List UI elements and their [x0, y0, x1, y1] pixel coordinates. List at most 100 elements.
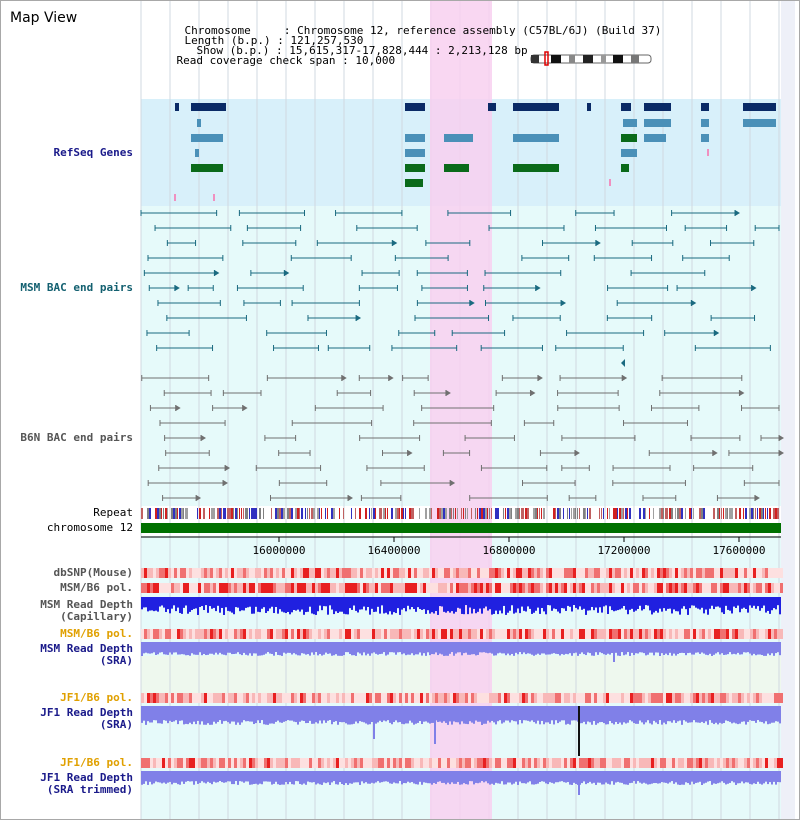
jf1-b6-pol-trimmed-strip	[594, 758, 597, 768]
msm-capillary-depth-bar	[497, 597, 499, 615]
msm-b6-pol-sra-strip	[747, 629, 750, 639]
dbsnp-strip	[468, 568, 471, 578]
track-label-jf1-b6-pol-trimmed[interactable]: JF1/B6 pol.	[60, 756, 133, 769]
jf1-trimmed-depth-bar	[523, 771, 525, 784]
jf1-sra-depth-bar	[253, 706, 255, 725]
msm-b6-pol-sra-strip	[312, 629, 315, 639]
msm-b6-pol-sra-strip	[585, 629, 588, 639]
track-label-refseq[interactable]: RefSeq Genes	[53, 146, 133, 159]
msm-capillary-depth-bar	[761, 597, 763, 609]
repeat-element	[333, 508, 335, 519]
msm-b6-pol-strip	[411, 583, 414, 593]
dbsnp-strip	[303, 568, 306, 578]
track-label-msm-b6-pol-capillary[interactable]: MSM/B6 pol.	[60, 581, 133, 594]
jf1-trimmed-depth-bar	[301, 771, 303, 785]
msm-capillary-depth-bar	[643, 597, 645, 610]
track-label-msm-b6-pol-sra[interactable]: MSM/B6 pol.	[60, 627, 133, 640]
repeat-element	[753, 508, 754, 519]
jf1-sra-depth-bar	[191, 706, 193, 725]
track-label-repeat[interactable]: Repeat	[93, 506, 133, 519]
msm-b6-pol-sra-strip	[486, 629, 489, 639]
msm-b6-pol-strip	[438, 583, 441, 593]
track-label-msm-bac[interactable]: MSM BAC end pairs	[20, 281, 133, 294]
jf1-b6-pol-strip	[609, 693, 612, 703]
jf1-b6-pol-strip	[210, 693, 213, 703]
jf1-trimmed-depth-bar	[629, 771, 631, 784]
msm-capillary-depth-bar	[609, 597, 611, 607]
jf1-trimmed-depth-bar	[441, 771, 443, 783]
jf1-b6-pol-trimmed-strip	[612, 758, 615, 768]
jf1-b6-pol-trimmed-strip	[735, 758, 738, 768]
jf1-b6-pol-trimmed-strip	[192, 758, 195, 768]
jf1-b6-pol-trimmed-strip	[375, 758, 378, 768]
repeat-element	[727, 508, 728, 519]
jf1-trimmed-depth-bar	[343, 771, 345, 785]
msm-sra-depth-bar	[689, 642, 691, 653]
msm-b6-pol-strip	[357, 583, 360, 593]
repeat-element	[431, 508, 432, 519]
repeat-element	[761, 508, 763, 519]
jf1-sra-depth-bar	[693, 706, 695, 721]
repeat-element	[371, 508, 372, 519]
repeat-element	[397, 508, 399, 519]
msm-sra-depth-bar	[369, 642, 371, 656]
jf1-trimmed-depth-bar	[729, 771, 731, 783]
msm-sra-depth-bar	[677, 642, 679, 654]
jf1-b6-pol-trimmed-strip	[627, 758, 630, 768]
track-label-chromosome[interactable]: chromosome 12	[46, 521, 133, 534]
jf1-sra-depth-bar	[613, 706, 615, 725]
repeat-element	[569, 508, 570, 519]
msm-b6-pol-strip	[492, 583, 495, 593]
msm-b6-pol-sra-strip	[753, 629, 756, 639]
track-label-msm-depth-sra[interactable]: MSM Read Depth (SRA)	[40, 643, 133, 667]
msm-b6-pol-sra-strip	[276, 629, 279, 639]
track-label-jf1-depth-sra[interactable]: JF1 Read Depth (SRA)	[40, 707, 133, 731]
jf1-trimmed-depth-bar	[521, 771, 523, 784]
jf1-b6-pol-trimmed-strip	[291, 758, 294, 768]
jf1-b6-pol-strip	[162, 693, 165, 703]
msm-capillary-depth-bar	[525, 597, 527, 612]
msm-capillary-depth-bar	[235, 597, 237, 608]
jf1-b6-pol-trimmed-strip	[408, 758, 411, 768]
msm-capillary-depth-bar	[167, 597, 169, 610]
track-label-jf1-depth-trimmed[interactable]: JF1 Read Depth (SRA trimmed)	[40, 772, 133, 796]
jf1-sra-depth-bar	[739, 706, 741, 724]
jf1-trimmed-depth-bar	[697, 771, 699, 783]
jf1-sra-depth-bar	[147, 706, 149, 722]
jf1-sra-depth-bar	[169, 706, 171, 721]
repeat-element	[607, 508, 608, 519]
jf1-trimmed-depth-bar	[621, 771, 623, 783]
msm-sra-depth-bar	[705, 642, 707, 655]
msm-b6-pol-sra-strip	[282, 629, 285, 639]
dbsnp-strip	[558, 568, 561, 578]
msm-capillary-depth-bar	[285, 597, 287, 614]
jf1-sra-depth-bar	[203, 706, 205, 725]
track-label-dbsnp[interactable]: dbSNP(Mouse)	[53, 566, 133, 579]
jf1-b6-pol-strip	[657, 693, 660, 703]
dbsnp-strip	[579, 568, 582, 578]
msm-capillary-depth-bar	[371, 597, 373, 609]
msm-capillary-depth-bar	[217, 597, 219, 606]
jf1-b6-pol-strip	[528, 693, 531, 703]
jf1-trimmed-depth-bar	[255, 771, 257, 784]
dbsnp-strip	[141, 568, 144, 578]
track-label-jf1-b6-pol-sra[interactable]: JF1/B6 pol.	[60, 691, 133, 704]
track-label-b6n-bac[interactable]: B6N BAC end pairs	[20, 431, 133, 444]
msm-b6-pol-strip	[720, 583, 723, 593]
jf1-sra-depth-bar	[343, 706, 345, 723]
msm-sra-depth-bar	[751, 642, 753, 656]
dbsnp-strip	[723, 568, 726, 578]
jf1-b6-pol-trimmed-strip	[321, 758, 324, 768]
msm-b6-pol-strip	[462, 583, 465, 593]
jf1-trimmed-depth-bar	[683, 771, 685, 785]
msm-b6-pol-sra-strip	[198, 629, 201, 639]
msm-sra-depth-bar	[645, 642, 647, 656]
msm-capillary-depth-bar	[395, 597, 397, 614]
msm-sra-depth-bar	[721, 642, 723, 654]
jf1-sra-depth-bar	[201, 706, 203, 722]
msm-bac-end-pair	[691, 300, 697, 306]
msm-b6-pol-sra-strip	[339, 629, 342, 639]
jf1-b6-pol-trimmed-strip	[447, 758, 450, 768]
track-label-msm-depth-capillary[interactable]: MSM Read Depth (Capillary)	[40, 599, 133, 623]
